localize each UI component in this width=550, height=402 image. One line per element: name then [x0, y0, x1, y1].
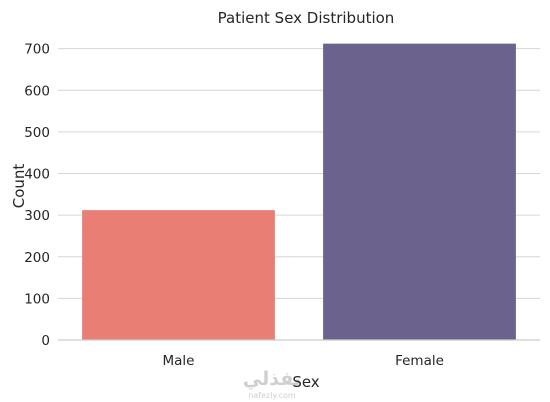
y-tick-label: 100 — [24, 291, 50, 307]
bars — [82, 43, 516, 340]
y-tick-label: 0 — [41, 333, 50, 349]
y-tick-label: 700 — [24, 42, 50, 58]
x-axis-label: Sex — [292, 373, 319, 391]
x-tick-label-male: Male — [163, 353, 195, 369]
y-axis-label: Count — [10, 164, 28, 209]
y-tick-label: 300 — [24, 208, 50, 224]
y-tick-label: 500 — [24, 125, 50, 141]
y-tick-label: 400 — [24, 167, 50, 183]
bar-female — [323, 43, 516, 340]
chart-title: Patient Sex Distribution — [218, 9, 395, 27]
bar-male — [82, 210, 275, 340]
x-tick-label-female: Female — [395, 353, 444, 369]
watermark-latin: nafezly.com — [248, 391, 296, 400]
y-tick-label: 200 — [24, 250, 50, 266]
y-tick-labels: 0 100 200 300 400 500 600 700 — [24, 42, 50, 349]
watermark-arabic: نفذلي — [243, 368, 301, 390]
x-tick-labels: Male Female — [163, 353, 444, 369]
y-tick-label: 600 — [24, 83, 50, 99]
